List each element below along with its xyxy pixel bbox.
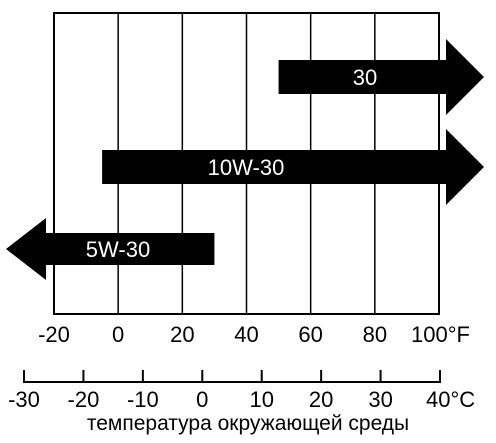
bar-10w-30: [102, 129, 484, 205]
c-tick-label: -10: [127, 387, 159, 412]
f-tick-label: -20: [38, 322, 70, 347]
bar-5w-30: [6, 218, 215, 280]
c-tick-label: 10: [249, 387, 273, 412]
f-tick-label: 20: [170, 322, 194, 347]
fahrenheit-axis: -20 0 20 40 60 80 100°F: [38, 322, 470, 347]
bar-label: 10W-30: [208, 155, 285, 180]
f-tick-label: 100°F: [411, 322, 470, 347]
f-tick-label: 40: [234, 322, 258, 347]
c-tick-label: 20: [309, 387, 333, 412]
bar-30: [278, 39, 484, 115]
c-tick-label: 0: [196, 387, 208, 412]
f-tick-label: 0: [112, 322, 124, 347]
c-tick-label: -20: [68, 387, 100, 412]
bar-label: 5W-30: [86, 237, 150, 262]
c-tick-label: -30: [8, 387, 40, 412]
c-tick-label: 40°C: [426, 387, 475, 412]
f-tick-label: 80: [363, 322, 387, 347]
celsius-axis: -30 -20 -10 0 10 20 30 40°C: [8, 370, 475, 412]
c-tick-label: 30: [368, 387, 392, 412]
bar-label: 30: [353, 65, 377, 90]
f-tick-label: 60: [298, 322, 322, 347]
x-axis-label: температура окружающей среды: [86, 412, 410, 435]
viscosity-bars: 30 10W-30 5W-30: [6, 39, 484, 280]
